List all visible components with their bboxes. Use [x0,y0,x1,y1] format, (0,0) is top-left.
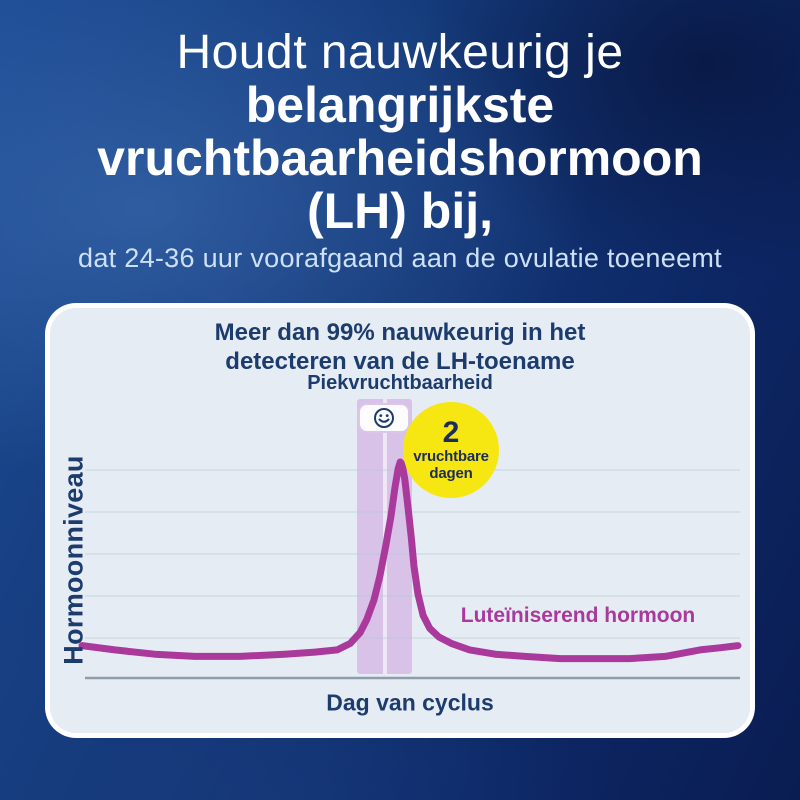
badge-number: 2 [442,416,460,449]
chart-card: Meer dan 99% nauwkeurig in het detectere… [50,308,750,733]
peak-smiley-pill [358,403,410,433]
chart-title-line-2: detecteren van de LH-toename [225,348,575,375]
series-label: Luteïniserend hormoon [460,604,696,627]
peak-fertility-label: Piekvruchtbaarheid [307,372,493,394]
heading-bold-line-2: vruchtbaarheidshormoon [97,130,703,186]
lh-curve [78,458,742,663]
badge-word-1: vruchtbare [413,448,489,465]
heading-light: Houdt nauwkeurig je [176,26,624,79]
y-axis-label: Hormoonniveau [58,455,89,665]
x-axis-label: Dag van cyclus [326,689,494,716]
subheading: dat 24-36 uur voorafgaand aan de ovulati… [78,243,722,273]
chart-title-line-1: Meer dan 99% nauwkeurig in het [214,319,586,346]
lh-line-chart [78,458,742,680]
chart-title: Meer dan 99% nauwkeurig in het detectere… [50,318,750,376]
badge-word-2: dagen [429,465,473,482]
header: Houdt nauwkeurig je belangrijkste vrucht… [0,26,800,275]
heading-bold-line-3: (LH) bij, [306,183,494,239]
fertile-days-badge: 2 vruchtbare dagen [403,402,499,498]
heading-bold-line-1: belangrijkste [245,77,555,133]
smiley-icon [374,408,394,428]
